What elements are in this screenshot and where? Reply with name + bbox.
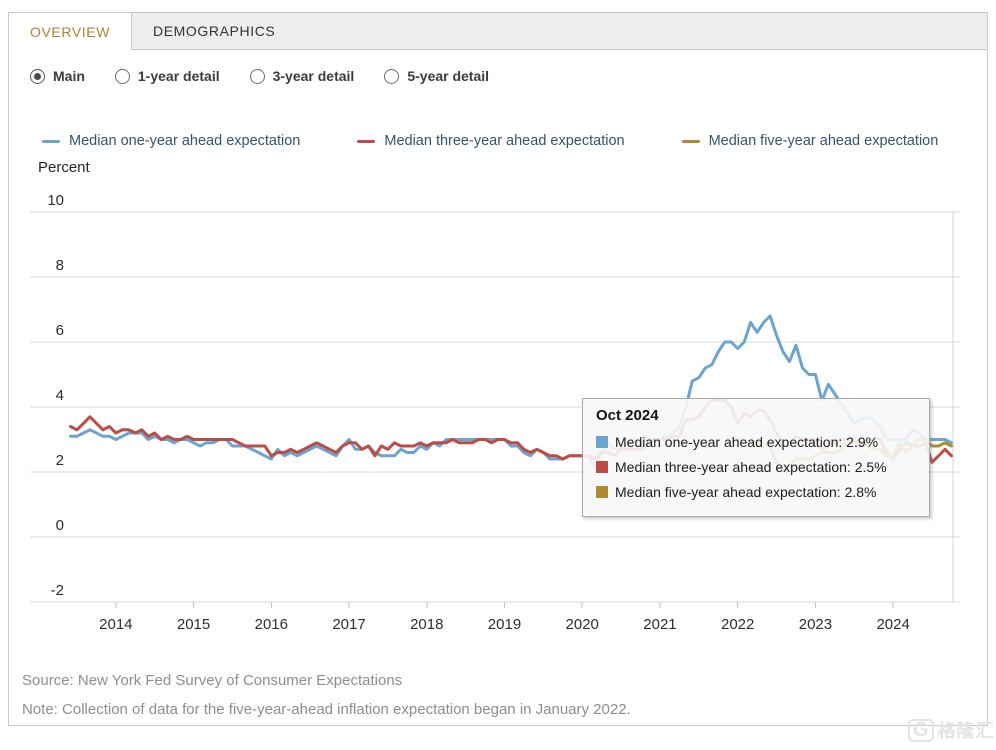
radio-option-main[interactable]: Main: [30, 68, 85, 84]
gelonghui-logo-icon: G: [908, 718, 934, 742]
tab-bar: OVERVIEW DEMOGRAPHICS: [9, 13, 987, 50]
chart-legend: Median one-year ahead expectation Median …: [42, 133, 938, 149]
note-text: Note: Collection of data for the five-ye…: [22, 701, 631, 718]
gelonghui-watermark: G 格隆汇: [908, 717, 995, 743]
legend-item-one-year[interactable]: Median one-year ahead expectation: [42, 133, 300, 149]
legend-label: Median three-year ahead expectation: [384, 133, 625, 149]
legend-item-three-year[interactable]: Median three-year ahead expectation: [357, 133, 625, 149]
legend-marker-icon: [357, 139, 376, 143]
source-text: Source: New York Fed Survey of Consumer …: [22, 672, 403, 689]
radio-circle-icon[interactable]: [249, 68, 265, 84]
tab-demographics[interactable]: DEMOGRAPHICS: [153, 23, 276, 39]
watermark-text: 格隆汇: [937, 721, 995, 741]
y-axis-title: Percent: [38, 159, 90, 176]
legend-label: Median five-year ahead expectation: [708, 133, 939, 149]
radio-option-3-year-detail[interactable]: 3-year detail: [249, 68, 355, 84]
legend-marker-icon: [681, 139, 700, 143]
radio-label: Main: [53, 68, 85, 84]
radio-circle-icon[interactable]: [114, 68, 130, 84]
legend-marker-icon: [42, 139, 60, 143]
chart-plot-area[interactable]: [30, 212, 953, 602]
tab-overview[interactable]: OVERVIEW: [9, 13, 133, 50]
legend-item-five-year[interactable]: Median five-year ahead expectation: [681, 133, 939, 149]
radio-option-1-year-detail[interactable]: 1-year detail: [114, 68, 220, 84]
radio-label: 3-year detail: [272, 68, 355, 84]
legend-label: Median one-year ahead expectation: [69, 133, 301, 149]
radio-circle-icon[interactable]: [30, 68, 45, 84]
radio-label: 5-year detail: [407, 68, 490, 84]
radio-label: 1-year detail: [137, 68, 220, 84]
radio-option-5-year-detail[interactable]: 5-year detail: [384, 68, 489, 84]
radio-circle-icon[interactable]: [384, 68, 400, 84]
view-radio-group: Main 1-year detail 3-year detail 5-year det…: [30, 68, 489, 84]
